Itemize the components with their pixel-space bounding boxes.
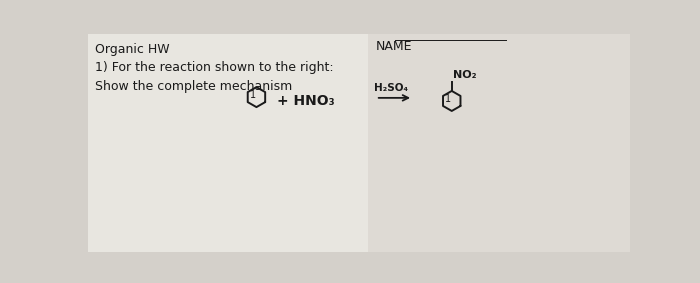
Text: Show the complete mechanism: Show the complete mechanism — [95, 80, 293, 93]
Text: NAME: NAME — [376, 40, 412, 53]
Text: 1) For the reaction shown to the right:: 1) For the reaction shown to the right: — [95, 61, 334, 74]
Text: + HNO₃: + HNO₃ — [276, 94, 334, 108]
Bar — [88, 34, 368, 252]
Text: Organic HW: Organic HW — [95, 43, 170, 56]
Text: 1: 1 — [249, 90, 256, 100]
Bar — [368, 34, 630, 252]
Text: 1: 1 — [444, 94, 451, 104]
Text: NO₂: NO₂ — [454, 70, 477, 80]
Text: H₂SO₄: H₂SO₄ — [374, 83, 408, 93]
